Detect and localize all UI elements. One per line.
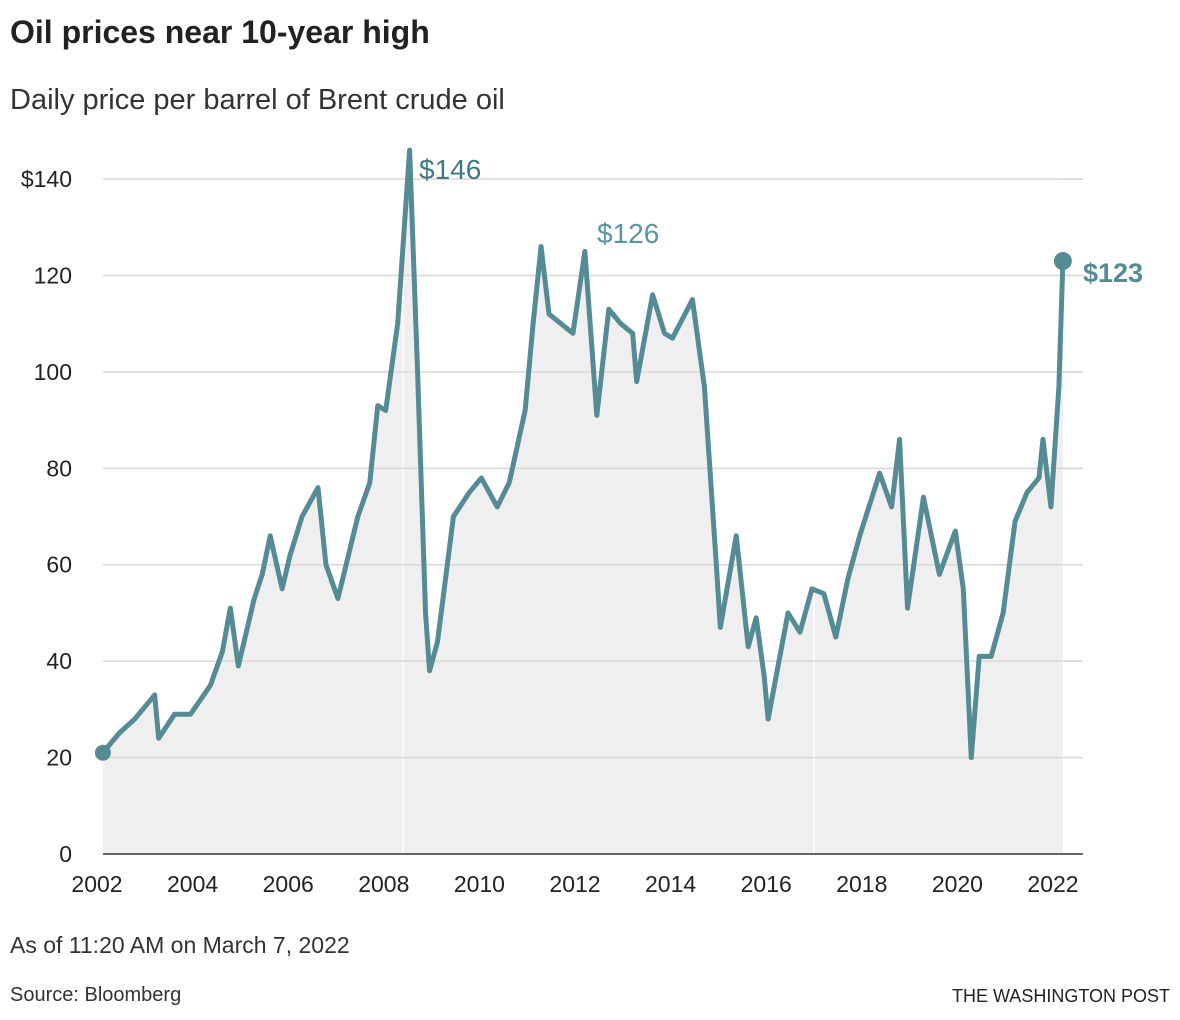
area-mask [102,130,1063,758]
x-tick-label: 2002 [71,871,122,897]
y-tick-label: $140 [21,166,72,192]
y-tick-label: 20 [46,745,72,771]
x-tick-label: 2008 [358,871,409,897]
source-note: Source: Bloomberg [10,984,182,1006]
x-tick-label: 2020 [932,871,983,897]
price-area [102,150,1063,854]
peak-label-2008: $146 [419,154,481,185]
x-tick-label: 2010 [454,871,505,897]
y-tick-label: 80 [46,455,72,481]
x-tick-label: 2012 [549,871,600,897]
publisher-credit: THE WASHINGTON POST [951,986,1170,1006]
x-tick-label: 2014 [645,871,696,897]
chart-subtitle: Daily price per barrel of Brent crude oi… [10,84,505,116]
y-tick-label: 40 [46,648,72,674]
chart-title: Oil prices near 10-year high [10,14,430,50]
x-tick-label: 2022 [1027,871,1078,897]
start-point-marker [94,744,111,761]
y-tick-label: 120 [34,262,72,288]
y-tick-label: 0 [59,841,72,867]
price-line [100,147,1066,761]
x-tick-label: 2018 [836,871,887,897]
y-tick-label: 100 [34,359,72,385]
x-tick-label: 2016 [741,871,792,897]
latest-price-label: $123 [1083,258,1143,288]
end-point-marker [1053,252,1072,271]
y-tick-label: 60 [46,552,72,578]
as-of-note: As of 11:20 AM on March 7, 2022 [10,932,350,958]
x-tick-label: 2006 [263,871,314,897]
x-tick-label: 2004 [167,871,218,897]
peak-label-2012: $126 [597,218,659,249]
